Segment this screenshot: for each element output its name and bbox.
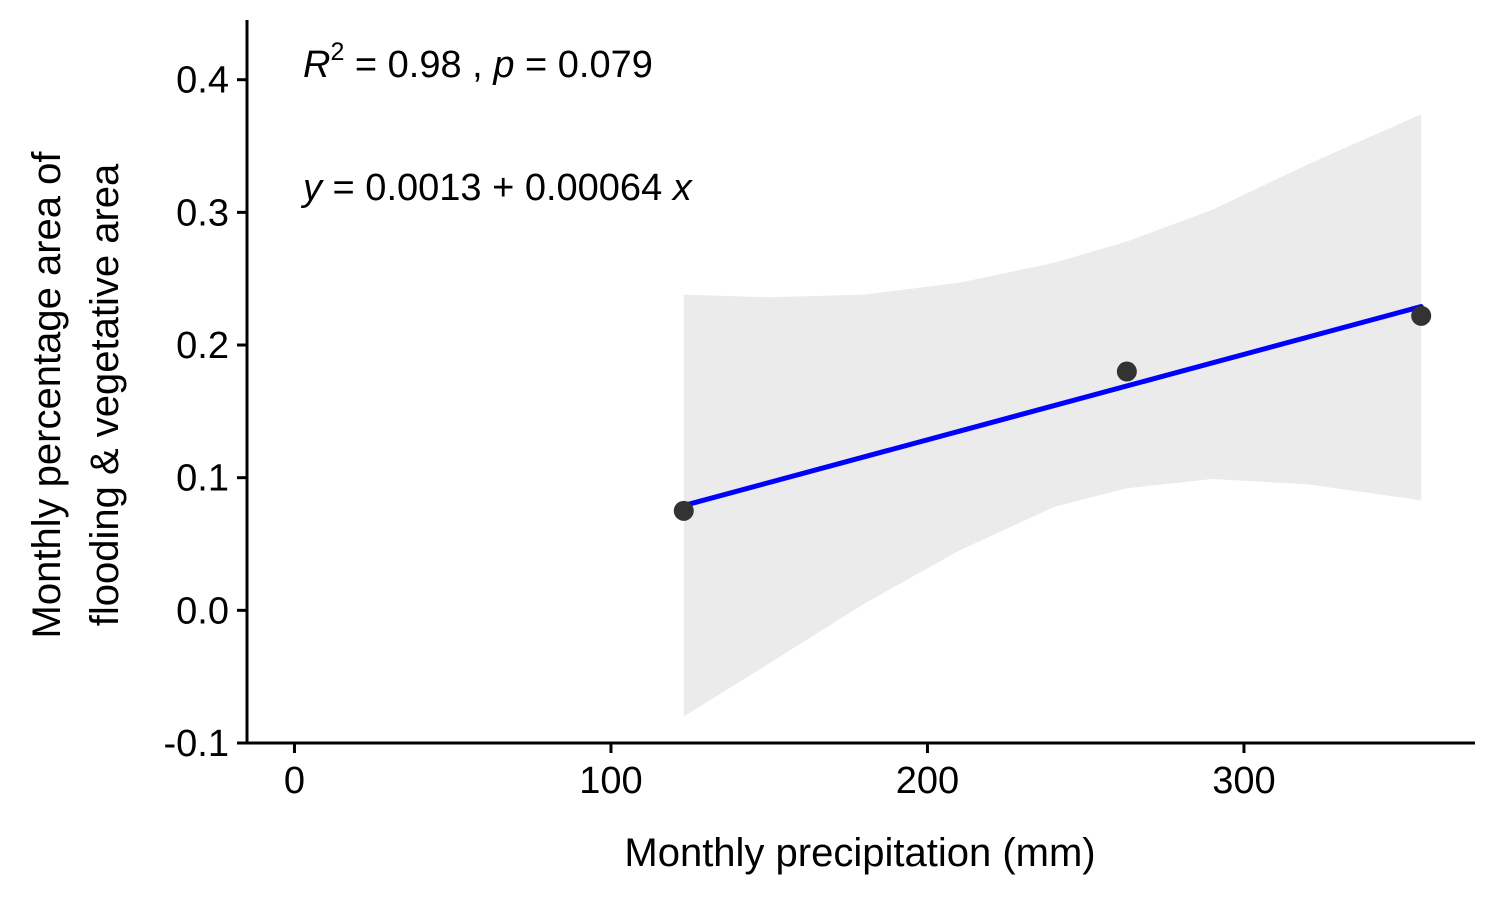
regression-line (681, 304, 1424, 509)
equation-annotation: y = 0.0013 + 0.00064 x (300, 167, 694, 209)
data-points-layer (673, 305, 1432, 521)
y-tick-label-2: 0.1 (176, 458, 229, 500)
confidence-band (683, 114, 1422, 717)
data-point-2 (1116, 361, 1137, 382)
data-point-3 (1411, 305, 1432, 326)
x-tick-label-3: 300 (1212, 760, 1275, 802)
x-tick-label-1: 100 (579, 760, 642, 802)
confidence-band-layer (683, 114, 1422, 717)
y-tick-label-3: 0.2 (176, 325, 229, 367)
stats-r-superscript: 2 (330, 38, 344, 66)
x-axis-title: Monthly precipitation (mm) (624, 831, 1095, 875)
y-tick-label-1: 0.0 (176, 590, 229, 632)
equation-rhs: = 0.0013 + 0.00064 (322, 167, 673, 209)
y-axis-title-line-1: Monthly percentage area of (25, 151, 69, 639)
stats-p-value: = 0.079 (514, 44, 652, 86)
stats-annotation: R2 = 0.98 , p = 0.079 (303, 38, 653, 86)
y-tick-label-5: 0.4 (176, 60, 229, 102)
x-tick-label-0: 0 (284, 760, 305, 802)
stats-p-symbol: p (492, 44, 514, 86)
x-tick-label-2: 200 (896, 760, 959, 802)
equation-y-symbol: y (300, 167, 324, 209)
y-tick-label-4: 0.3 (176, 192, 229, 234)
stats-r-value: = 0.98 , (344, 44, 493, 86)
equation-x-symbol: x (671, 167, 694, 209)
stats-r-symbol: R (303, 44, 330, 86)
axes-layer: -0.1 0.0 0.1 0.2 0.3 0.4 0 100 200 300 (164, 20, 1475, 802)
y-axis-title-line-2: flooding & vegetative area (83, 163, 127, 626)
data-point-1 (673, 500, 694, 521)
y-axis-title: Monthly percentage area of flooding & ve… (25, 151, 127, 639)
fit-line-layer (681, 304, 1424, 509)
y-tick-label-0: -0.1 (164, 723, 229, 765)
